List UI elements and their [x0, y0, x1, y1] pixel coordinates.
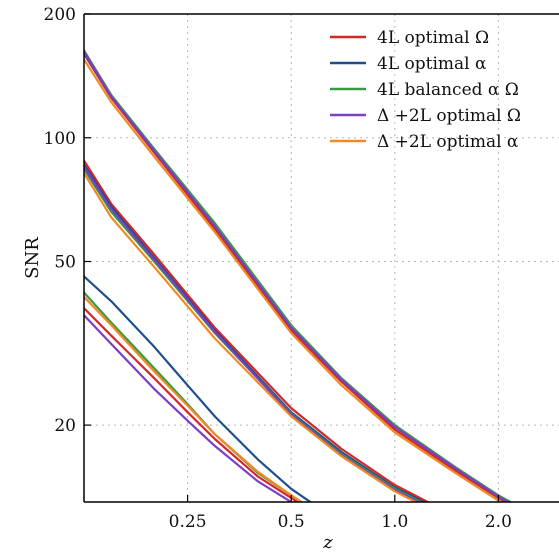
grid	[84, 14, 559, 502]
y-tick-label: 200	[44, 5, 76, 25]
y-axis-label: SNR	[22, 237, 43, 279]
series-line-low-1	[84, 307, 300, 502]
legend-label: 4L optimal α	[377, 54, 487, 74]
series-line-mid-1	[84, 159, 431, 502]
legend: 4L optimal Ω 4L optimal α 4L balanced α Ω Δ…	[330, 28, 521, 152]
legend-label: Δ +2L optimal Ω	[377, 106, 521, 126]
x-tick-label: 0.5	[278, 512, 305, 532]
series-line-low-4	[84, 314, 294, 502]
series-line-high-5	[84, 58, 504, 502]
x-tick-label: 2.0	[485, 512, 512, 532]
x-tick-label: 0.25	[169, 512, 207, 532]
y-tick-label: 50	[54, 253, 76, 273]
series-line-mid-2	[84, 163, 427, 502]
y-tick-label: 20	[54, 416, 76, 436]
series-line-low-5	[84, 295, 304, 502]
axis-ticks: 0.25 0.5 1.0 2.0 20 50 100 200	[44, 5, 512, 532]
series-line-high-4	[84, 50, 511, 502]
x-axis-label: z	[322, 532, 333, 553]
legend-label: 4L balanced α Ω	[377, 80, 519, 100]
y-tick-label: 100	[44, 129, 76, 149]
legend-label: Δ +2L optimal α	[377, 132, 519, 152]
series-line-mid-5	[84, 172, 419, 502]
legend-label: 4L optimal Ω	[377, 28, 489, 48]
x-tick-label: 1.0	[381, 512, 408, 532]
